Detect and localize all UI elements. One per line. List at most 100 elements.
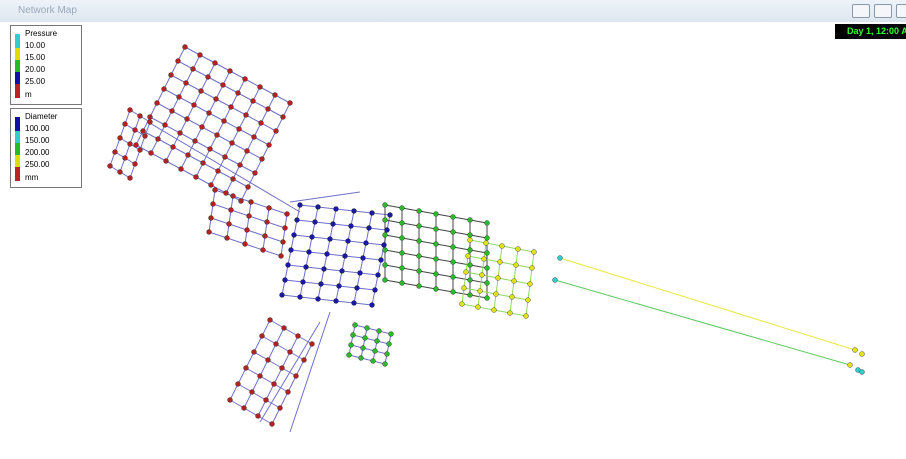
close-button[interactable] bbox=[896, 4, 906, 18]
junction bbox=[360, 345, 366, 351]
minimize-button[interactable] bbox=[852, 4, 870, 18]
pipe bbox=[171, 110, 188, 120]
pipe bbox=[554, 279, 851, 366]
pipe bbox=[435, 258, 454, 263]
pipe bbox=[418, 240, 437, 245]
junction bbox=[342, 253, 348, 259]
network-map bbox=[107, 44, 865, 433]
junction bbox=[467, 247, 473, 253]
junction bbox=[168, 72, 174, 78]
pipe bbox=[293, 234, 313, 238]
junction bbox=[242, 76, 248, 82]
pipe bbox=[259, 86, 276, 96]
pipe bbox=[323, 268, 343, 272]
junction bbox=[210, 201, 216, 207]
junction bbox=[266, 205, 272, 211]
pipe bbox=[267, 108, 284, 118]
junction bbox=[360, 255, 366, 261]
junction bbox=[273, 128, 279, 134]
junction bbox=[372, 348, 378, 354]
junction bbox=[215, 168, 221, 174]
junction bbox=[324, 251, 330, 257]
junction bbox=[297, 202, 303, 208]
pipe bbox=[435, 213, 454, 218]
junction bbox=[333, 298, 339, 304]
junction bbox=[366, 225, 372, 231]
pipe bbox=[251, 375, 261, 393]
pipe bbox=[296, 219, 316, 223]
junction bbox=[285, 262, 291, 268]
legend-label: 25.00 bbox=[25, 77, 46, 86]
pipe bbox=[384, 204, 403, 209]
pipe bbox=[469, 294, 488, 299]
window-title: Network Map bbox=[18, 5, 77, 16]
pipe bbox=[187, 154, 204, 164]
junction bbox=[301, 357, 307, 363]
junctions bbox=[107, 44, 865, 427]
junction bbox=[269, 421, 275, 427]
pipe bbox=[215, 98, 232, 108]
junction bbox=[257, 373, 263, 379]
junction bbox=[369, 302, 375, 308]
pipe bbox=[469, 279, 488, 284]
pipe bbox=[479, 290, 497, 295]
junction bbox=[238, 198, 244, 204]
pipe bbox=[477, 306, 495, 311]
junction bbox=[484, 265, 490, 271]
pipe bbox=[150, 152, 167, 162]
junction bbox=[142, 133, 148, 139]
pipe bbox=[469, 234, 488, 239]
pipe bbox=[452, 291, 471, 296]
junction bbox=[200, 160, 206, 166]
junction bbox=[515, 246, 521, 252]
pipe bbox=[326, 253, 346, 257]
pipe bbox=[289, 191, 361, 203]
pipe bbox=[244, 243, 264, 251]
junction bbox=[362, 335, 368, 341]
junction bbox=[245, 184, 251, 190]
junction bbox=[228, 207, 234, 213]
pipe bbox=[253, 335, 263, 353]
junction bbox=[859, 351, 865, 357]
pipe bbox=[493, 309, 511, 314]
pipe bbox=[156, 102, 173, 112]
pipe bbox=[179, 132, 196, 142]
junction bbox=[375, 272, 381, 278]
maximize-button[interactable] bbox=[874, 4, 892, 18]
pipe bbox=[216, 134, 233, 144]
pipe bbox=[418, 285, 437, 290]
swatch bbox=[15, 84, 20, 98]
pipe bbox=[467, 255, 485, 260]
junction bbox=[433, 241, 439, 247]
junction bbox=[267, 317, 273, 323]
junction bbox=[260, 247, 266, 253]
junction bbox=[399, 235, 405, 241]
pipe bbox=[469, 239, 487, 244]
pipe bbox=[359, 272, 379, 276]
junction bbox=[527, 281, 533, 287]
junction bbox=[236, 126, 242, 132]
junction bbox=[175, 58, 181, 64]
pipe bbox=[401, 237, 420, 242]
pipe bbox=[513, 280, 531, 285]
pipe bbox=[435, 243, 454, 248]
junction bbox=[399, 265, 405, 271]
pipe bbox=[435, 228, 454, 233]
junction bbox=[348, 342, 354, 348]
junction bbox=[293, 373, 299, 379]
junction bbox=[251, 349, 257, 355]
junction bbox=[387, 212, 393, 218]
junction bbox=[461, 285, 467, 291]
pipe bbox=[275, 327, 285, 345]
junction bbox=[484, 220, 490, 226]
junction bbox=[199, 124, 205, 130]
junction bbox=[523, 313, 529, 319]
junction bbox=[280, 239, 286, 245]
junction bbox=[161, 86, 167, 92]
swatch bbox=[15, 72, 20, 84]
junction bbox=[433, 256, 439, 262]
junction bbox=[300, 279, 306, 285]
legend-label: 100.00 bbox=[25, 124, 50, 133]
pipe bbox=[180, 168, 197, 178]
junction bbox=[416, 283, 422, 289]
